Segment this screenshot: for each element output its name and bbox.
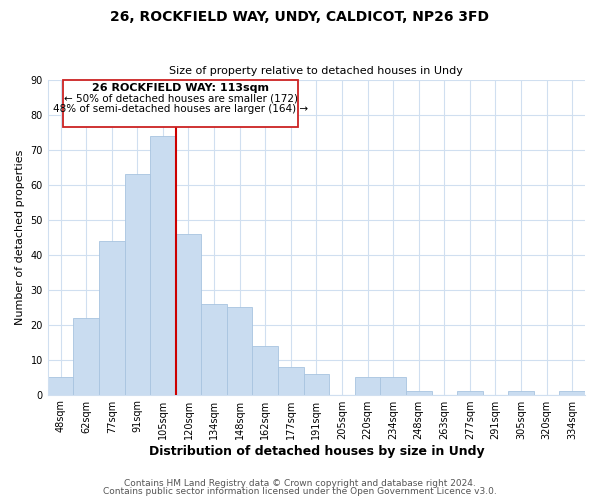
FancyBboxPatch shape [63, 80, 298, 127]
Bar [176, 234, 201, 394]
Y-axis label: Number of detached properties: Number of detached properties [15, 150, 25, 325]
Title: Size of property relative to detached houses in Undy: Size of property relative to detached ho… [169, 66, 463, 76]
Bar [227, 307, 253, 394]
Bar [201, 304, 227, 394]
Bar [457, 391, 482, 394]
Bar [304, 374, 329, 394]
Bar [125, 174, 150, 394]
Bar [508, 391, 534, 394]
Bar [559, 391, 585, 394]
Bar [150, 136, 176, 394]
Text: Contains HM Land Registry data © Crown copyright and database right 2024.: Contains HM Land Registry data © Crown c… [124, 478, 476, 488]
Text: 48% of semi-detached houses are larger (164) →: 48% of semi-detached houses are larger (… [53, 104, 308, 114]
Bar [48, 377, 73, 394]
Text: 26, ROCKFIELD WAY, UNDY, CALDICOT, NP26 3FD: 26, ROCKFIELD WAY, UNDY, CALDICOT, NP26 … [110, 10, 490, 24]
Text: Contains public sector information licensed under the Open Government Licence v3: Contains public sector information licen… [103, 487, 497, 496]
Text: 26 ROCKFIELD WAY: 113sqm: 26 ROCKFIELD WAY: 113sqm [92, 83, 269, 93]
X-axis label: Distribution of detached houses by size in Undy: Distribution of detached houses by size … [149, 444, 484, 458]
Bar [99, 241, 125, 394]
Text: ← 50% of detached houses are smaller (172): ← 50% of detached houses are smaller (17… [64, 94, 298, 104]
Bar [355, 377, 380, 394]
Bar [406, 391, 431, 394]
Bar [278, 366, 304, 394]
Bar [380, 377, 406, 394]
Bar [73, 318, 99, 394]
Bar [253, 346, 278, 395]
